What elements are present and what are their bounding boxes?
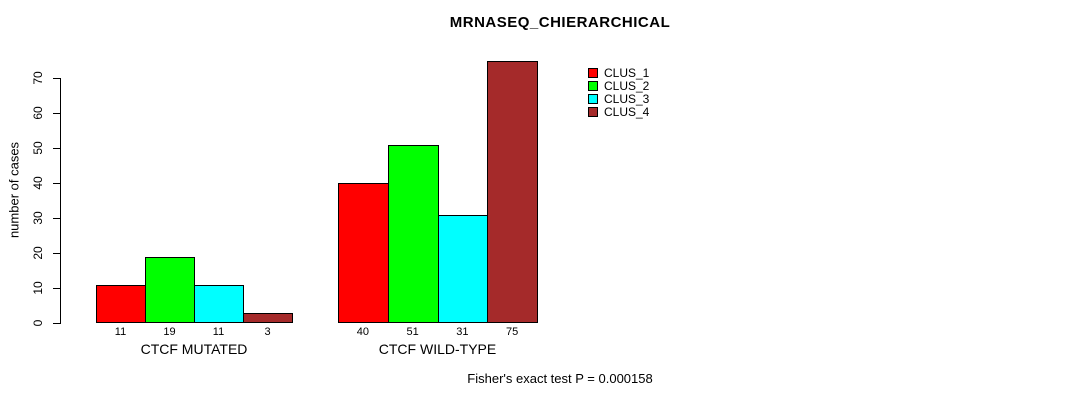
y-tick-label: 40 bbox=[31, 176, 45, 190]
legend-swatch-clus_1 bbox=[588, 67, 598, 78]
footer-note: Fisher's exact test P = 0.000158 bbox=[467, 371, 653, 386]
y-tick-label: 60 bbox=[31, 106, 45, 120]
bar-clus_2 bbox=[388, 144, 439, 323]
bar-value-label: 11 bbox=[212, 326, 225, 338]
group-label: CTCF MUTATED bbox=[140, 341, 248, 357]
y-axis-label: number of cases bbox=[6, 141, 22, 239]
y-tick-mark bbox=[53, 253, 60, 254]
legend-label: CLUS_3 bbox=[604, 91, 650, 106]
y-tick-mark bbox=[53, 78, 60, 79]
y-tick-label: 20 bbox=[31, 246, 45, 260]
legend-swatch-clus_4 bbox=[588, 106, 598, 117]
y-tick-label: 70 bbox=[31, 71, 45, 85]
legend-row: CLUS_4 bbox=[588, 104, 650, 119]
bar-clus_4 bbox=[487, 60, 538, 323]
legend-label: CLUS_1 bbox=[604, 65, 650, 80]
y-tick-mark bbox=[53, 148, 60, 149]
bar-clus_2 bbox=[145, 256, 195, 323]
bar-value-label: 75 bbox=[506, 326, 519, 338]
group-label: CTCF WILD-TYPE bbox=[378, 341, 497, 357]
y-tick-mark bbox=[53, 323, 60, 324]
bar-value-label: 51 bbox=[406, 326, 419, 338]
bar-clus_1 bbox=[338, 183, 389, 323]
y-tick-label: 0 bbox=[31, 319, 45, 327]
legend-label: CLUS_4 bbox=[604, 104, 650, 119]
chart-title: MRNASEQ_CHIERARCHICAL bbox=[449, 14, 671, 31]
bar-clus_3 bbox=[194, 284, 244, 323]
bar-clus_4 bbox=[243, 312, 293, 323]
legend-label: CLUS_2 bbox=[604, 78, 650, 93]
y-tick-mark bbox=[53, 113, 60, 114]
bar-clus_3 bbox=[438, 214, 488, 323]
bar-value-label: 3 bbox=[264, 326, 271, 338]
legend-row: CLUS_2 bbox=[588, 78, 650, 93]
y-tick-mark bbox=[53, 288, 60, 289]
bar-value-label: 40 bbox=[356, 326, 369, 338]
y-axis-line bbox=[60, 78, 61, 324]
bar-clus_1 bbox=[96, 284, 146, 323]
legend-row: CLUS_3 bbox=[588, 91, 650, 106]
y-tick-label: 10 bbox=[31, 281, 45, 295]
bar-value-label: 19 bbox=[163, 326, 176, 338]
y-tick-label: 50 bbox=[31, 141, 45, 155]
bar-value-label: 11 bbox=[114, 326, 127, 338]
y-tick-mark bbox=[53, 218, 60, 219]
legend-swatch-clus_3 bbox=[588, 93, 598, 104]
legend: CLUS_1 CLUS_2 CLUS_3 CLUS_4 bbox=[588, 65, 650, 119]
legend-row: CLUS_1 bbox=[588, 65, 650, 80]
y-tick-label: 30 bbox=[31, 211, 45, 225]
bar-value-label: 31 bbox=[456, 326, 469, 338]
y-tick-mark bbox=[53, 183, 60, 184]
legend-swatch-clus_2 bbox=[588, 80, 598, 91]
